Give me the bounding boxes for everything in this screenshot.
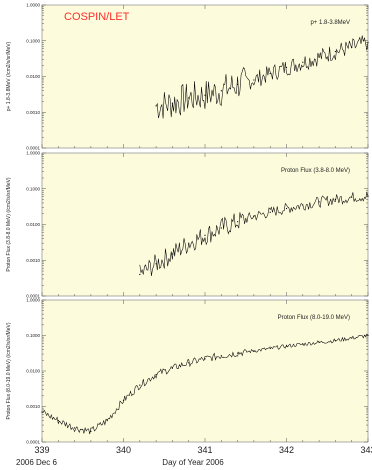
panel-3-plot-area xyxy=(41,299,369,443)
panel-1-data-point xyxy=(171,102,173,104)
panel-3-data-point xyxy=(285,345,288,347)
panel-3-data-point xyxy=(204,358,206,360)
x-tick-label: 342 xyxy=(279,445,294,455)
panel-2-data-point xyxy=(237,221,239,223)
panel-3-title: Proton Flux (8.0-19.0 MeV) xyxy=(278,315,350,321)
panel-2-data-point xyxy=(220,227,222,229)
panel-1-y-axis-label: p+ 1.8-3.8MeV (/cm2/s/sr/MeV) xyxy=(6,41,12,111)
panel-3-data-point xyxy=(155,373,157,376)
panel-1-data-point xyxy=(334,50,336,53)
panel-1-data-point xyxy=(318,56,320,58)
panel-1-data-point xyxy=(285,66,288,68)
panel-1-data-point xyxy=(220,90,222,92)
panel-1-data-point xyxy=(237,83,239,86)
panel-3-data-point xyxy=(139,384,141,386)
y-tick-label: 0.0010 xyxy=(26,258,40,263)
panel-3-data-point xyxy=(237,352,239,354)
panel-1: 0.0001 0.0010 0.0100 0.1000 1.0000 p+ 1.8-3.8… xyxy=(6,3,369,151)
panel-1-series-1-line xyxy=(155,35,369,119)
panel-1-data-point xyxy=(367,41,369,43)
panel-1-data-point xyxy=(188,97,190,99)
y-tick-label: 1.0000 xyxy=(26,3,40,8)
panel-1-data-point xyxy=(351,46,353,49)
panel-3-data-point xyxy=(90,430,92,432)
panel-1-data-point xyxy=(269,73,271,75)
panel-3-data-point xyxy=(269,347,271,350)
y-tick-label: 0.1000 xyxy=(26,38,40,43)
panel-3-data-point xyxy=(106,420,108,422)
panel-1-data-point xyxy=(302,61,304,63)
panel-2-data-point xyxy=(318,201,320,203)
panel-3-data-point xyxy=(122,399,125,401)
panel-3-series-1-line xyxy=(41,333,369,435)
panel-2-data-point xyxy=(285,207,288,210)
panel-3-data-point xyxy=(171,367,173,369)
y-tick-label: 0.0100 xyxy=(26,222,40,227)
panel-2: 0.0001 0.0010 0.0100 0.1000 1.0000 Proton Flu… xyxy=(6,151,369,299)
y-tick-label: 0.1000 xyxy=(26,333,40,338)
panel-1-data-point xyxy=(204,94,206,96)
y-tick-label: 0.0100 xyxy=(26,369,40,374)
panel-1-data-point xyxy=(155,105,157,107)
panel-3-data-point xyxy=(253,350,255,352)
y-tick-label: 1.0000 xyxy=(26,151,40,156)
panel-2-data-point xyxy=(334,198,336,201)
x-tick-label: 341 xyxy=(197,445,212,455)
y-tick-label: 0.0001 xyxy=(26,294,40,299)
panel-2-data-point xyxy=(204,234,206,236)
panel-3-data-point xyxy=(41,411,43,413)
panel-3: 0.0001 0.0010 0.0100 0.1000 1.0000 339 340 341 3… xyxy=(6,298,372,456)
y-tick-label: 0.1000 xyxy=(26,186,40,191)
panel-2-plot-area xyxy=(41,152,369,297)
panel-2-data-point xyxy=(253,215,255,217)
panel-2-y-axis-label: Proton Flux (3.8-8.0 MeV) (/cm2/s/sr/MeV… xyxy=(6,177,12,272)
panel-1-plot-area xyxy=(41,4,369,149)
panel-3-data-point xyxy=(302,343,304,345)
panel-2-data-point xyxy=(139,273,141,276)
x-tick-label: 339 xyxy=(34,445,49,455)
y-tick-label: 0.0010 xyxy=(26,110,40,115)
x-tick-label: 343 xyxy=(360,445,372,455)
panel-2-series-1-line xyxy=(139,191,369,277)
panel-3-data-point xyxy=(367,334,369,337)
panel-3-data-point xyxy=(318,341,320,343)
panel-3-data-point xyxy=(334,339,336,342)
panel-1-data-point xyxy=(253,79,255,81)
panel-3-data-point xyxy=(220,355,222,357)
date-label: 2006 Dec 6 xyxy=(16,458,57,467)
x-tick-label: 340 xyxy=(116,445,131,455)
panel-2-data-point xyxy=(367,195,369,197)
brand-label: COSPIN/LET xyxy=(64,11,130,23)
panel-2-data-point xyxy=(188,242,190,244)
panel-3-y-axis-label: Proton Flux (8.0-19.0 MeV) (/cm2/s/sr/Me… xyxy=(6,322,12,419)
panels-group: 0.0001 0.0010 0.0100 0.1000 1.0000 p+ 1.8-3.8… xyxy=(6,3,372,456)
y-tick-label: 0.0001 xyxy=(26,440,40,445)
panel-3-data-point xyxy=(57,420,59,422)
y-tick-label: 1.0000 xyxy=(26,298,40,303)
panel-2-data-point xyxy=(269,211,271,213)
panel-1-title: p+ 1.8-3.8MeV xyxy=(310,20,350,26)
y-tick-label: 0.0010 xyxy=(26,404,40,409)
panel-2-data-point xyxy=(351,196,353,198)
panel-3-data-point xyxy=(188,362,190,364)
panel-2-data-point xyxy=(155,263,157,265)
panel-2-data-point xyxy=(302,204,304,206)
panel-2-title: Proton Flux (3.8-8.0 MeV) xyxy=(281,168,350,174)
panel-3-data-point xyxy=(74,427,76,429)
y-tick-label: 0.0001 xyxy=(26,146,40,151)
y-tick-label: 0.0100 xyxy=(26,74,40,79)
panel-2-data-point xyxy=(171,253,173,255)
panel-3-data-point xyxy=(351,337,353,339)
x-axis-label: Day of Year 2006 xyxy=(162,458,224,467)
